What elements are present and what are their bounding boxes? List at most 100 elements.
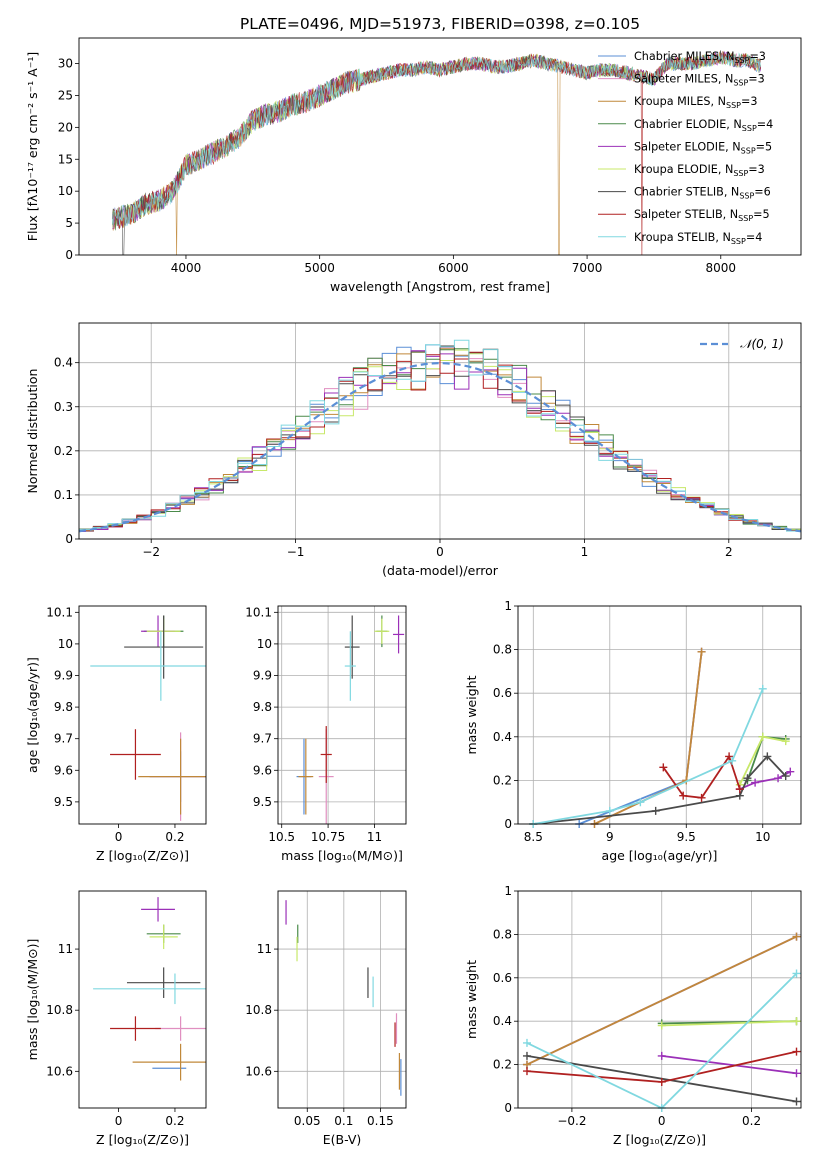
y-tick-label: 11 (58, 942, 73, 956)
y-tick-label: 0.3 (54, 400, 73, 414)
errorbar-salpeter-stelib (110, 1016, 161, 1041)
legend-label-kroupa-elodie: Kroupa ELODIE, NSSP=3 (634, 163, 765, 178)
age_vs_Z-errorbars (90, 615, 206, 821)
weight-marker (657, 1021, 666, 1030)
errorbar-salpeter-stelib (110, 729, 161, 780)
x-tick-label: 0.2 (165, 1114, 184, 1128)
y-tick-label: 10 (58, 637, 73, 651)
x-tick-label: 0 (115, 830, 123, 844)
y-tick-label: 9.9 (253, 669, 272, 683)
weight-marker (636, 798, 645, 807)
weight-line-salpeter-elodie (661, 1055, 797, 1075)
weight-marker (657, 1077, 666, 1086)
errorbar-kroupa-miles (132, 1043, 206, 1081)
mass_vs_ebv-frame (277, 890, 407, 1109)
histogram-kroupa-stelib (79, 339, 801, 534)
weight-line-kroupa-elodie (661, 1020, 797, 1027)
spectrum-axes: 4000 5000 6000 7000 8000 0 5 10 15 20 25 30 waveleng… (25, 52, 736, 294)
errorbar-kroupa-miles (298, 738, 314, 815)
y-axis-label: mass [log₁₀(M/M⊙)] (25, 939, 40, 1061)
x-axis-label: (data-model)/error (382, 563, 499, 578)
y-tick-label: 10 (257, 637, 272, 651)
weight-marker (792, 1017, 801, 1026)
x-tick-label: 0.1 (334, 1114, 353, 1128)
normal-curve (79, 361, 801, 533)
y-tick-label: 25 (58, 88, 73, 102)
y-tick-label: 11 (257, 942, 272, 956)
weight-marker (792, 1097, 801, 1106)
x-axis-label: Z [log₁₀(Z/Z⊙)] (96, 848, 189, 863)
y-tick-label: 0 (504, 1101, 512, 1115)
weight-marker (792, 932, 801, 941)
x-tick-label: 4000 (171, 261, 202, 275)
age_vs_Z-frame (78, 605, 207, 825)
y-tick-label: 20 (58, 120, 73, 134)
legend-label-salpeter-elodie: Salpeter ELODIE, NSSP=5 (634, 140, 772, 155)
y-tick-label: 0.2 (54, 444, 73, 458)
x-axis-label: Z [log₁₀(Z/Z⊙)] (96, 1132, 189, 1147)
x-tick-label: 1 (581, 545, 589, 559)
y-tick-label: 0.4 (493, 730, 512, 744)
legend-label-chabrier-stelib: Chabrier STELIB, NSSP=6 (634, 186, 771, 201)
y-tick-label: 0.2 (493, 1058, 512, 1072)
weight-marker (758, 732, 767, 741)
weight_vs_age-lines (529, 647, 795, 828)
weight-marker (651, 806, 660, 815)
x-tick-label: 2 (725, 545, 733, 559)
weight-marker (728, 756, 737, 765)
weight-line-chabrier-stelib (533, 755, 787, 825)
weight_vs_age-frame (517, 605, 802, 825)
legend-label-salpeter-stelib: Salpeter STELIB, NSSP=5 (634, 208, 770, 223)
legend-label-chabrier-elodie: Chabrier ELODIE, NSSP=4 (634, 118, 773, 133)
errorbar-kroupa-stelib (344, 631, 356, 701)
x-tick-label: −0.2 (557, 1114, 586, 1128)
weight-marker (735, 785, 744, 794)
x-tick-label: 0.15 (367, 1114, 394, 1128)
legend-label-kroupa-stelib: Kroupa STELIB, NSSP=4 (634, 231, 762, 246)
y-tick-label: 9.5 (54, 795, 73, 809)
x-tick-label: 0 (115, 1114, 123, 1128)
x-tick-label: 10.75 (311, 830, 345, 844)
x-axis-label: Z [log₁₀(Z/Z⊙)] (613, 1132, 706, 1147)
figure-title: PLATE=0496, MJD=51973, FIBERID=0398, z=0… (240, 15, 640, 33)
y-tick-label: 0.1 (54, 488, 73, 502)
spectrum-series-salpeter-stelib (112, 52, 761, 255)
weight-marker (522, 1067, 531, 1076)
y-tick-label: 9.8 (54, 700, 73, 714)
y-tick-label: 5 (65, 216, 73, 230)
weight-marker (679, 791, 688, 800)
x-tick-label: −1 (287, 545, 305, 559)
normal-legend-label: 𝒩(0, 1) (740, 337, 784, 351)
weight-marker (659, 763, 668, 772)
x-tick-label: 9 (606, 830, 614, 844)
y-tick-label: 0.4 (493, 1014, 512, 1028)
weight-marker (781, 772, 790, 781)
residuals-frame (78, 322, 802, 540)
x-tick-label: 0.2 (742, 1114, 761, 1128)
y-tick-label: 10.8 (245, 1003, 272, 1017)
weight-marker (781, 737, 790, 746)
x-tick-label: 8000 (706, 261, 737, 275)
weight-marker (763, 752, 772, 761)
residuals-steps (79, 339, 801, 534)
y-tick-label: 9.6 (54, 763, 73, 777)
errorbar-kroupa-elodie (149, 924, 178, 950)
x-tick-label: 0 (436, 545, 444, 559)
legend-label-chabrier-miles: Chabrier MILES, NSSP=3 (634, 50, 766, 65)
weight-marker (657, 1051, 666, 1060)
age_vs_mass-frame (277, 605, 407, 825)
errorbar-salpeter-stelib (320, 726, 332, 783)
y-tick-label: 10.6 (46, 1064, 73, 1078)
y-axis-label: age [log₁₀(age/yr)] (25, 657, 40, 773)
weight-marker (697, 647, 706, 656)
weight-marker (697, 793, 706, 802)
y-tick-label: 30 (58, 57, 73, 71)
x-axis-label: wavelength [Angstrom, rest frame] (330, 279, 550, 294)
y-axis-label: mass weight (464, 960, 479, 1039)
mass_vs_ebv-errorbars (285, 900, 402, 1096)
weight-line-kroupa-miles (526, 935, 797, 1066)
errorbar-kroupa-miles (138, 738, 206, 815)
y-tick-label: 0 (65, 532, 73, 546)
x-axis-label: E(B-V) (323, 1132, 362, 1147)
weight-marker (792, 1047, 801, 1056)
